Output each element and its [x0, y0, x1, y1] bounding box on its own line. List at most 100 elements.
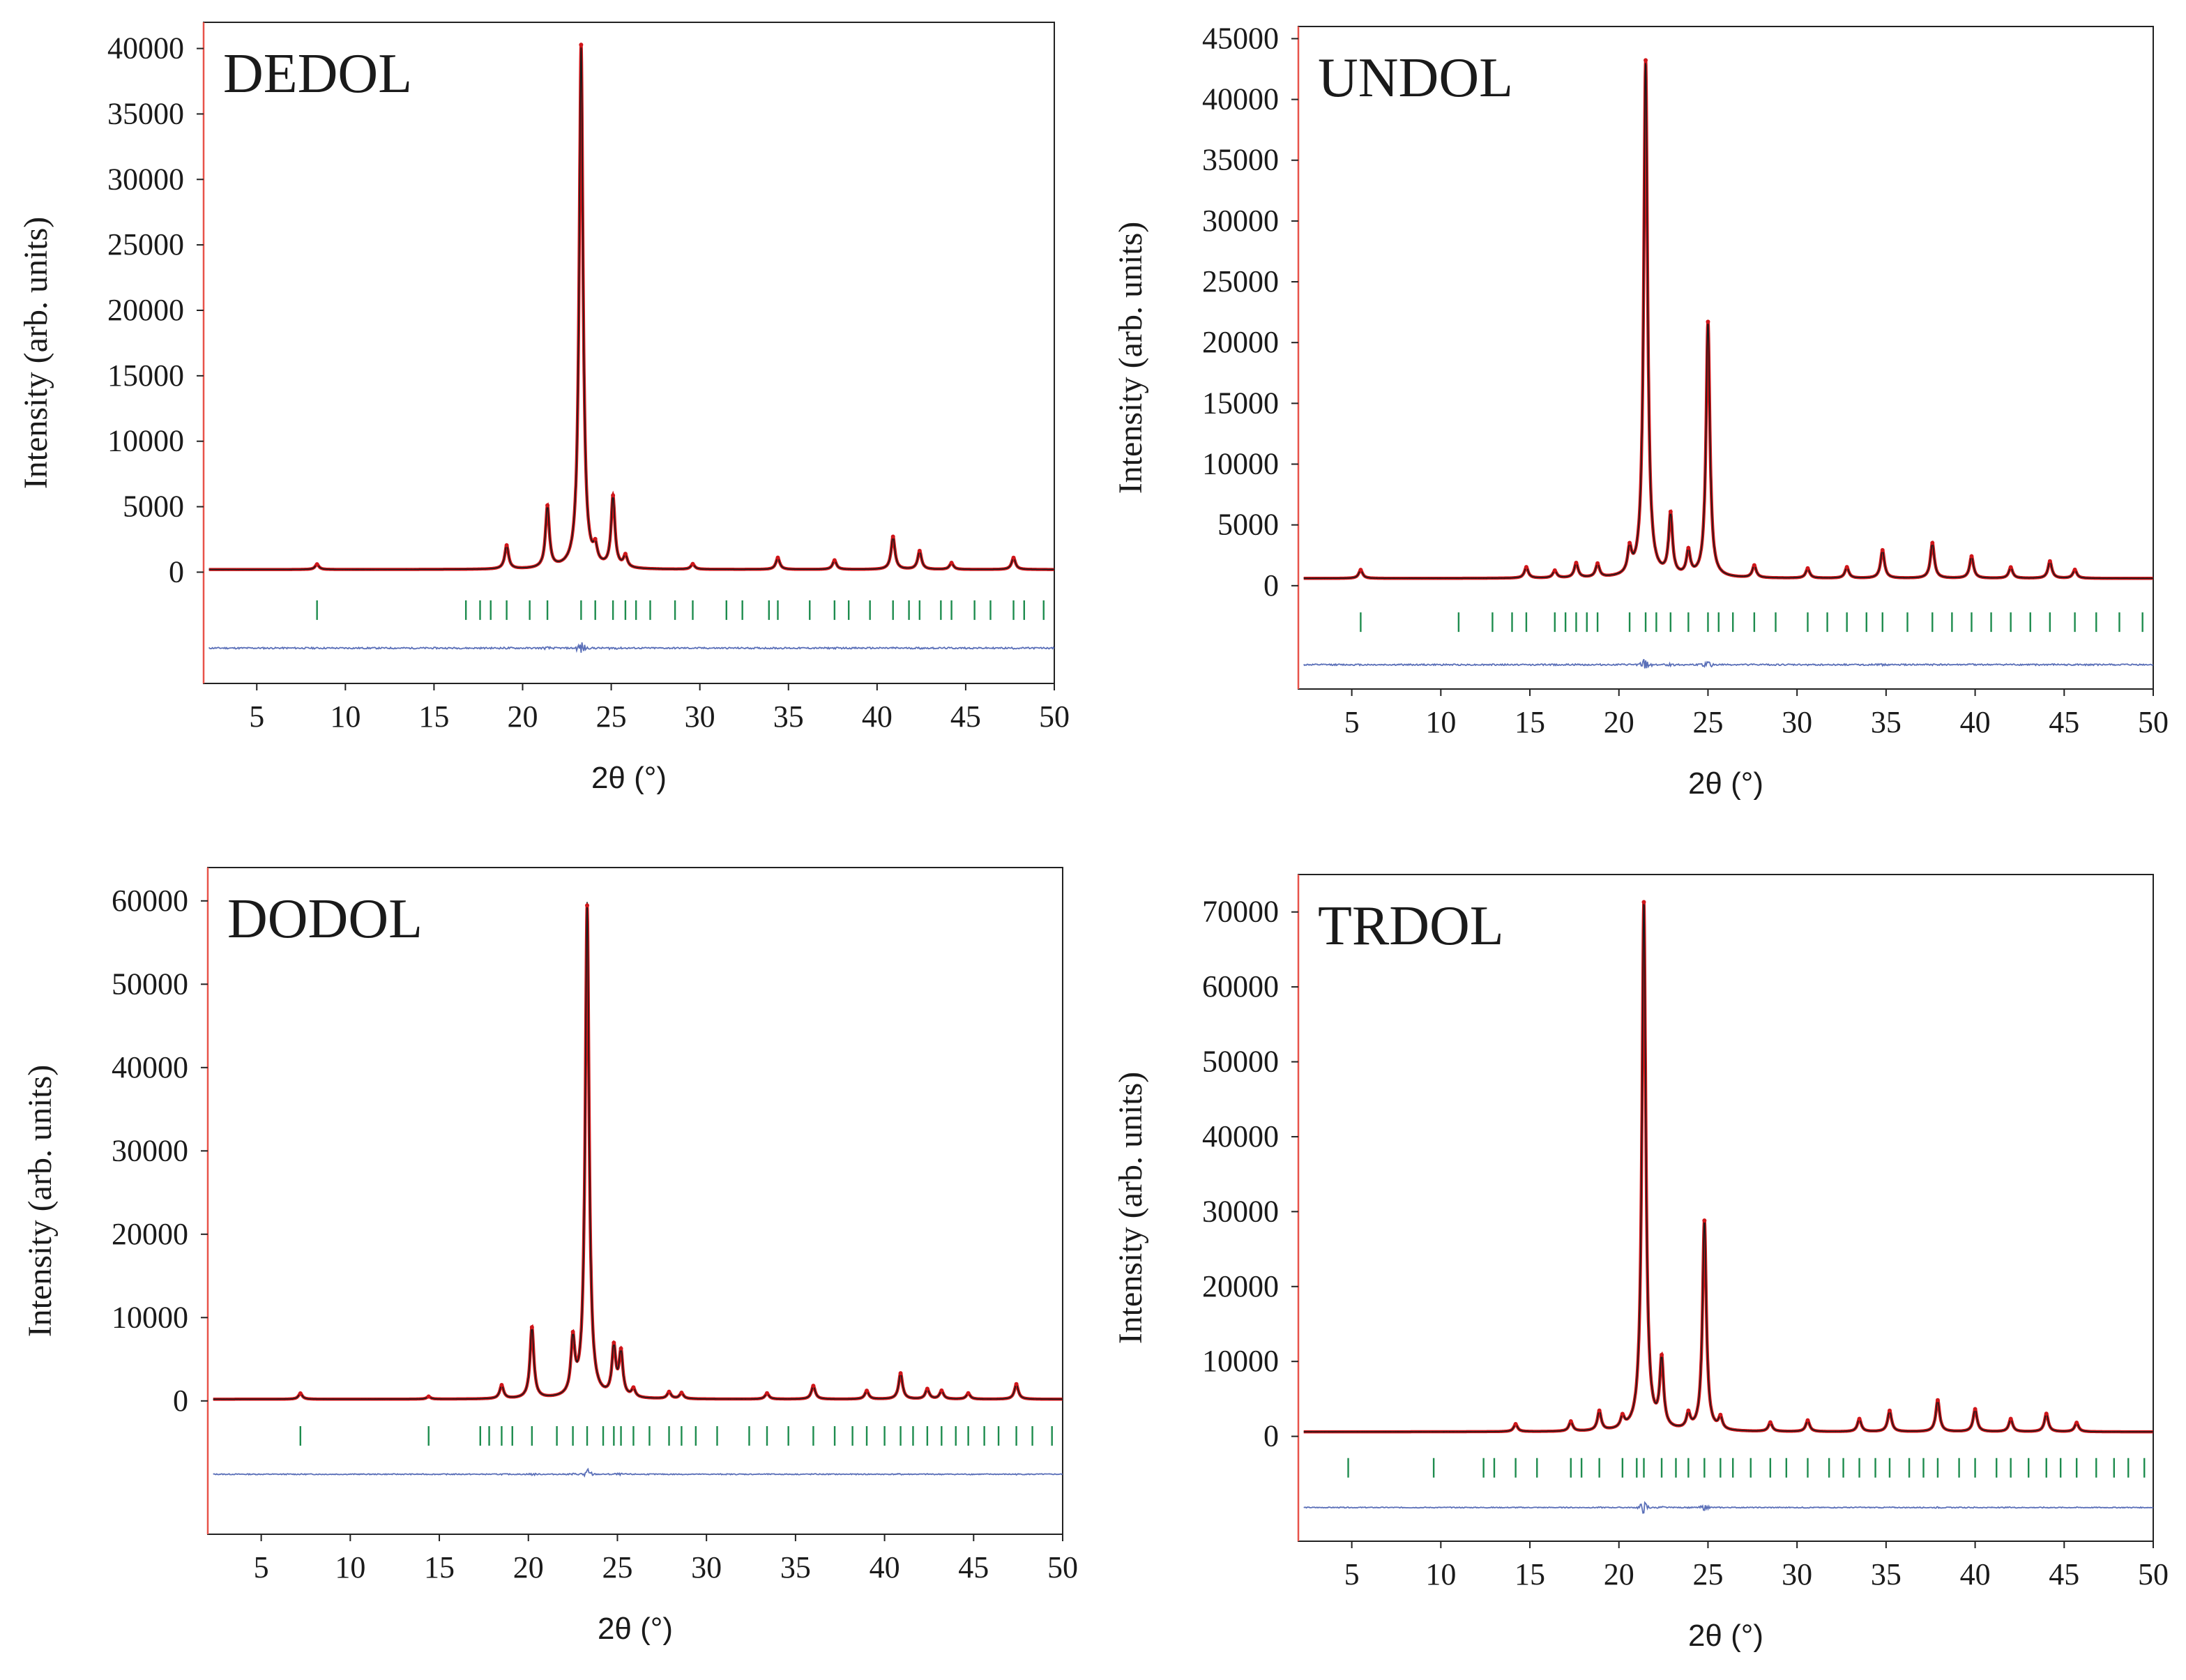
peak-point	[765, 1391, 770, 1395]
peak-point	[917, 548, 922, 553]
peak-point	[298, 1391, 303, 1395]
peak-point	[623, 552, 628, 557]
difference-curve	[1303, 658, 2153, 669]
peak-point	[631, 1385, 636, 1390]
plot-frame	[203, 22, 1055, 684]
panel-dedol: 0 5000 10000 15000 20000 25000 30000 35000 40000…	[17, 22, 1070, 795]
y-tick-label: 20000	[1202, 325, 1279, 359]
y-tick-label: 25000	[107, 227, 184, 262]
peak-point	[585, 903, 590, 908]
y-tick-label: 0	[173, 1384, 188, 1418]
peak-point	[611, 493, 616, 498]
peak-point	[2074, 1421, 2079, 1425]
x-tick-label: 5	[254, 1550, 269, 1584]
y-tick-label: 50000	[112, 967, 188, 1001]
y-tick-label: 10000	[1202, 1344, 1279, 1378]
peak-point	[1718, 1412, 1723, 1417]
peak-point	[811, 1384, 816, 1388]
peak-point	[925, 1386, 929, 1391]
peak-point	[314, 562, 319, 567]
y-tick-label: 30000	[112, 1133, 188, 1167]
peak-point	[1969, 554, 1974, 559]
x-tick-label: 10	[330, 699, 360, 734]
y-tick-label: 60000	[1202, 969, 1279, 1004]
peak-point	[1641, 900, 1646, 905]
difference-curve	[208, 642, 1054, 653]
plot-frame	[1298, 26, 2154, 690]
peak-point	[667, 1389, 671, 1394]
peak-point	[2044, 1412, 2049, 1416]
x-tick-label: 35	[1871, 1557, 1902, 1591]
observed-profile	[208, 47, 1054, 570]
x-tick-label: 35	[1871, 705, 1902, 739]
x-tick-label: 45	[2049, 1557, 2079, 1591]
peak-point	[679, 1391, 684, 1395]
peak-point	[1014, 1382, 1019, 1386]
peak-point	[612, 1340, 616, 1345]
x-tick-label: 45	[950, 699, 981, 734]
peak-point	[832, 558, 837, 563]
y-tick-label: 0	[169, 554, 184, 589]
x-tick-label: 35	[780, 1550, 811, 1584]
y-tick-label: 30000	[1202, 204, 1279, 238]
x-tick-label: 15	[1515, 705, 1545, 739]
peak-point	[1574, 560, 1579, 565]
x-tick-label: 25	[596, 699, 627, 734]
peak-point	[865, 1388, 870, 1393]
peak-point	[2008, 1416, 2013, 1421]
peak-point	[618, 1346, 623, 1351]
x-tick-label: 50	[1039, 699, 1070, 734]
peak-point	[2008, 565, 2013, 570]
peak-point	[939, 1388, 944, 1393]
peak-point	[1844, 565, 1849, 570]
x-tick-label: 10	[1425, 705, 1456, 739]
panel-title: DODOL	[227, 888, 423, 950]
y-tick-label: 10000	[107, 424, 184, 458]
peak-point	[545, 503, 550, 508]
x-axis-label: 2θ (°)	[598, 1612, 673, 1646]
x-tick-label: 5	[1344, 1557, 1360, 1591]
difference-curve	[213, 1467, 1063, 1478]
peak-point	[1513, 1422, 1518, 1427]
peak-point	[1702, 1218, 1707, 1223]
x-axis-label: 2θ (°)	[591, 761, 667, 795]
y-axis-label: Intensity (arb. units)	[22, 1065, 59, 1338]
y-tick-label: 70000	[1202, 895, 1279, 929]
x-tick-label: 15	[418, 699, 449, 734]
y-tick-label: 35000	[1202, 143, 1279, 177]
peak-point	[499, 1383, 504, 1388]
x-axis-label: 2θ (°)	[1688, 1619, 1763, 1653]
panel-title: UNDOL	[1318, 47, 1513, 109]
peak-point	[1358, 568, 1363, 573]
peak-point	[1805, 1418, 1810, 1423]
x-tick-label: 50	[2138, 1557, 2169, 1591]
x-tick-label: 50	[2138, 705, 2169, 739]
observed-profile	[213, 902, 1063, 1400]
peak-point	[1595, 561, 1600, 566]
x-tick-label: 45	[2049, 705, 2079, 739]
peak-point	[1686, 1408, 1691, 1413]
peak-point	[1935, 1398, 1940, 1402]
y-tick-label: 5000	[1217, 508, 1279, 542]
plot-area	[1303, 58, 2153, 669]
x-tick-label: 30	[685, 699, 715, 734]
peak-point	[1660, 1352, 1664, 1357]
y-tick-label: 5000	[123, 490, 184, 524]
peak-point	[1568, 1419, 1573, 1424]
y-tick-label: 10000	[1202, 447, 1279, 481]
x-tick-label: 20	[1604, 1557, 1634, 1591]
peak-point	[1706, 319, 1710, 324]
x-tick-label: 40	[862, 699, 893, 734]
x-tick-label: 20	[508, 699, 538, 734]
x-tick-label: 5	[249, 699, 264, 734]
y-tick-label: 20000	[1202, 1269, 1279, 1303]
y-tick-label: 15000	[1202, 386, 1279, 420]
y-axis-label: Intensity (arb. units)	[1112, 222, 1149, 494]
x-tick-label: 30	[1782, 705, 1812, 739]
peak-point	[2047, 559, 2052, 563]
peak-point	[1552, 568, 1557, 573]
y-axis-label: Intensity (arb. units)	[17, 217, 54, 490]
y-tick-label: 45000	[1202, 21, 1279, 55]
x-tick-label: 10	[335, 1550, 365, 1584]
